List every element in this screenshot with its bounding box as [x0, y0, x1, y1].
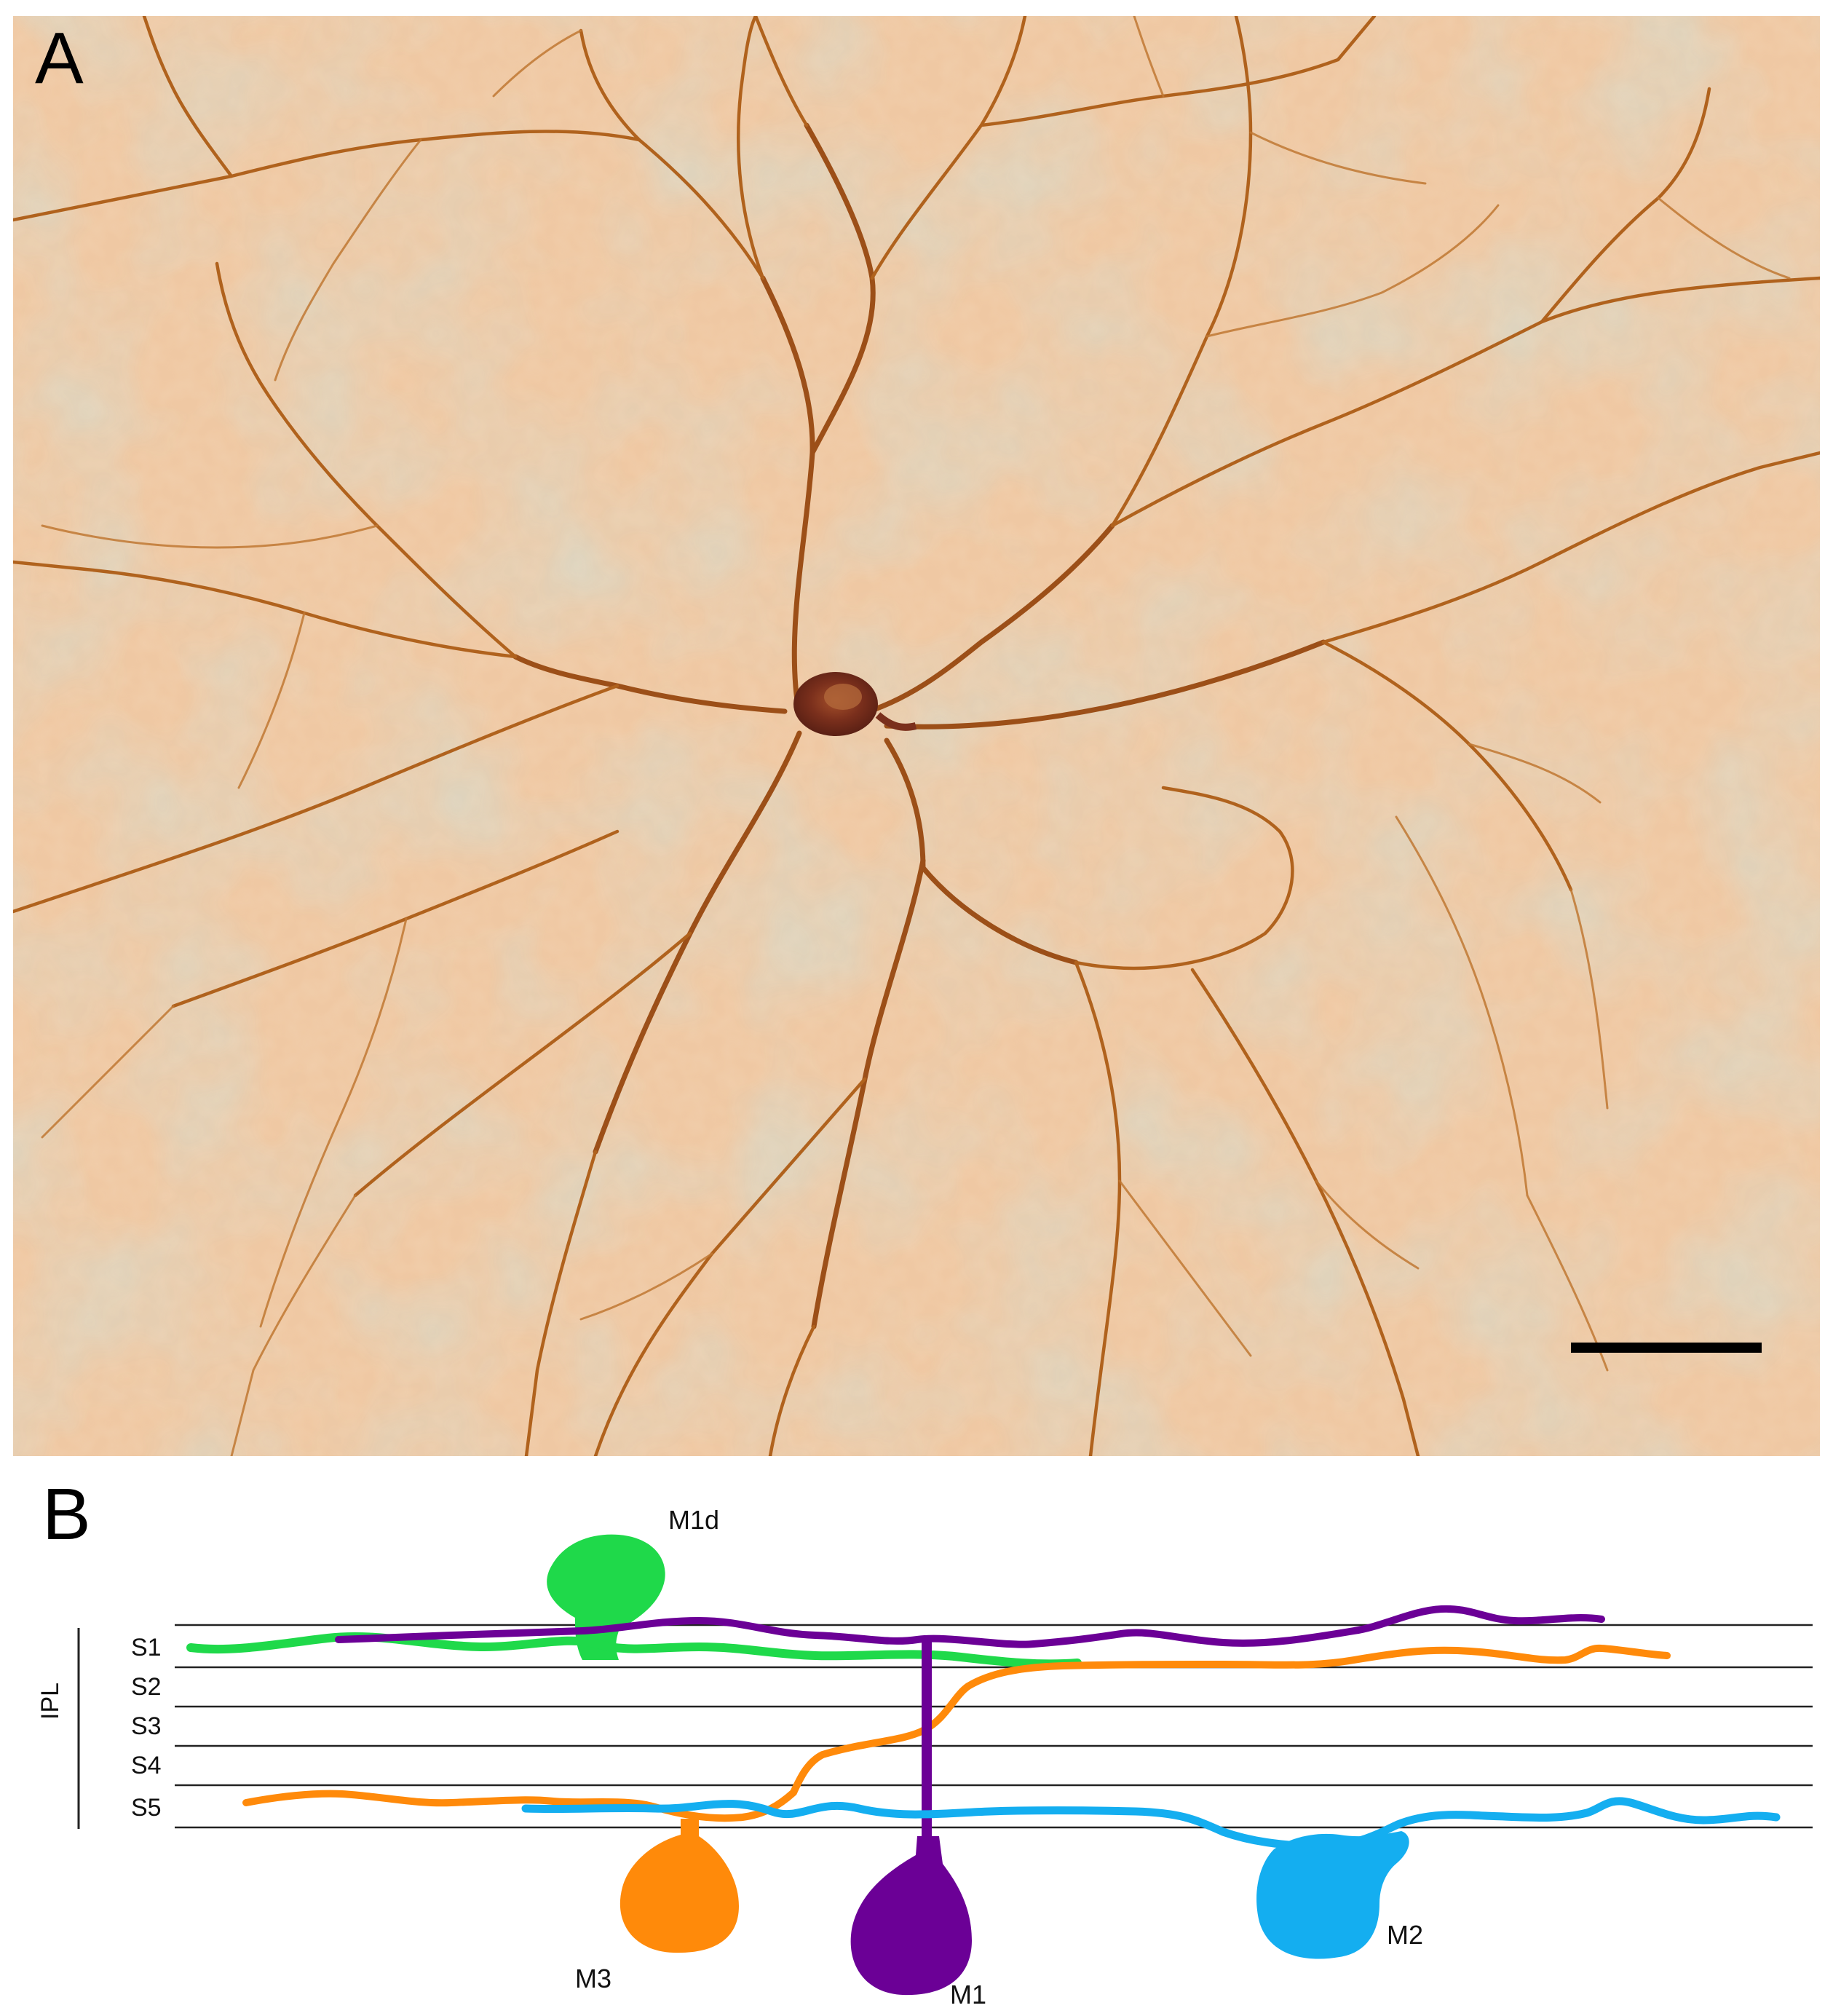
stratum-label-s5: S5: [131, 1794, 162, 1822]
cell-label-m1d: M1d: [668, 1505, 720, 1535]
stratification-svg: [77, 1534, 1813, 1996]
m1-cell: [335, 1605, 1605, 1996]
micrograph-panel: [13, 16, 1820, 1456]
stratum-boundaries: [175, 1624, 1813, 1829]
m1d-cell: [186, 1534, 1082, 1669]
m1-soma: [850, 1836, 972, 1996]
ipl-label: IPL: [36, 1682, 64, 1720]
m2-cell: [521, 1797, 1781, 1959]
cell-label-m1: M1: [950, 1980, 987, 2009]
m3-dendrite: [242, 1644, 1671, 1822]
axon-hillock: [875, 712, 917, 731]
panel-b-letter: B: [42, 1474, 91, 1555]
stratum-label-s3: S3: [131, 1712, 162, 1740]
m3-soma: [619, 1819, 739, 1953]
panel-a-letter: A: [35, 17, 84, 99]
stratum-label-s2: S2: [131, 1673, 162, 1701]
m1-axon: [922, 1637, 932, 1841]
cell-label-m2: M2: [1387, 1920, 1424, 1950]
stratum-label-s4: S4: [131, 1752, 162, 1779]
cell-label-m3: M3: [575, 1964, 612, 1993]
stratification-diagram: [0, 1456, 1833, 2016]
dendritic-arbor: [13, 16, 1820, 1456]
m1-dendrite: [335, 1605, 1605, 1648]
m2-soma: [1256, 1831, 1409, 1959]
m2-dendrite: [521, 1797, 1781, 1851]
cell-nucleus: [824, 684, 862, 710]
micrograph-grain: [13, 16, 1820, 1456]
micrograph-image: [13, 16, 1820, 1456]
scale-bar: [1571, 1343, 1762, 1353]
stratum-label-s1: S1: [131, 1634, 162, 1661]
